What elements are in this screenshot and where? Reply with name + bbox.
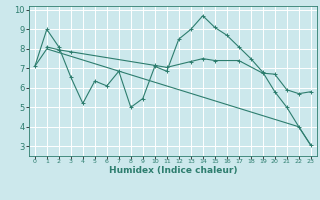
X-axis label: Humidex (Indice chaleur): Humidex (Indice chaleur) (108, 166, 237, 175)
